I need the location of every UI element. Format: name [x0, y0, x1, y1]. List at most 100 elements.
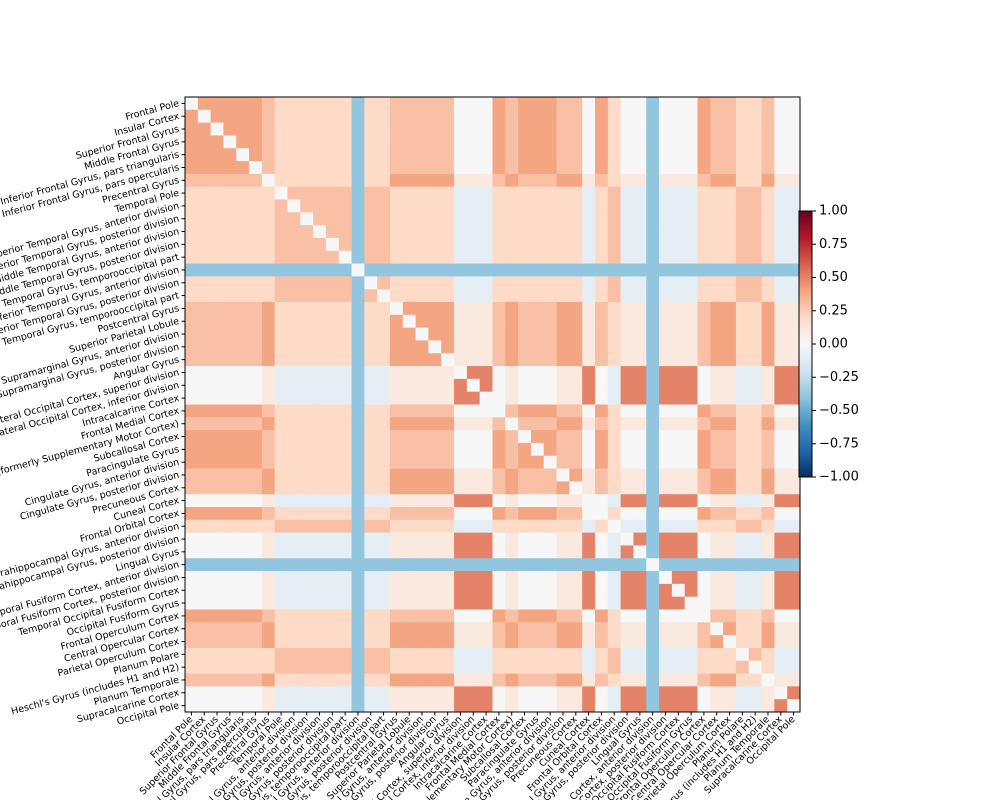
- cell: [518, 558, 532, 572]
- cell: [671, 237, 685, 252]
- cell: [325, 699, 340, 713]
- cell: [325, 404, 340, 418]
- cell: [249, 699, 263, 713]
- cell: [633, 673, 647, 687]
- cell: [390, 122, 404, 136]
- cell: [710, 148, 724, 162]
- cell: [518, 647, 532, 662]
- cell: [787, 494, 801, 508]
- cell: [390, 173, 404, 187]
- cell: [761, 135, 775, 149]
- cell: [249, 186, 263, 200]
- cell: [377, 314, 391, 328]
- cell: [390, 97, 404, 111]
- cell: [300, 699, 314, 713]
- cell: [338, 135, 352, 149]
- cell: [659, 532, 673, 546]
- cell: [325, 391, 340, 405]
- cell: [351, 455, 365, 469]
- cell: [415, 622, 429, 636]
- cell: [505, 442, 519, 457]
- cell: [735, 212, 750, 226]
- cell: [748, 135, 762, 149]
- cell: [787, 391, 801, 405]
- cell: [313, 660, 327, 674]
- cell: [492, 225, 506, 239]
- cell: [261, 109, 275, 123]
- cell: [479, 302, 493, 316]
- cell: [210, 122, 224, 136]
- cell: [261, 122, 275, 136]
- cell: [300, 468, 314, 482]
- cell: [556, 468, 570, 482]
- cell: [249, 366, 263, 380]
- cell: [595, 378, 609, 392]
- cell: [620, 699, 634, 713]
- cell: [338, 340, 352, 354]
- cell: [710, 468, 724, 482]
- cell: [646, 468, 660, 482]
- cell: [364, 250, 378, 264]
- cell: [325, 468, 340, 482]
- cell: [210, 673, 224, 687]
- cell: [723, 660, 737, 674]
- cell: [723, 699, 737, 713]
- cell: [428, 519, 442, 533]
- cell: [223, 314, 237, 328]
- cell: [787, 186, 801, 200]
- cell: [210, 596, 224, 610]
- cell: [300, 545, 314, 559]
- cell: [684, 699, 698, 713]
- cell: [659, 609, 673, 623]
- cell: [441, 148, 455, 162]
- cell: [671, 455, 685, 469]
- cell: [607, 122, 621, 136]
- cell: [274, 417, 288, 431]
- cell: [377, 404, 391, 418]
- cell: [505, 558, 519, 572]
- cell: [390, 353, 404, 367]
- cell: [223, 391, 237, 405]
- cell: [582, 263, 596, 277]
- cell: [595, 609, 609, 623]
- cell: [659, 378, 673, 392]
- cell: [518, 135, 532, 149]
- cell: [185, 417, 199, 431]
- cell: [364, 558, 378, 572]
- cell: [236, 366, 250, 380]
- cell: [261, 532, 275, 546]
- cell: [274, 468, 288, 482]
- cell: [479, 417, 493, 431]
- cell: [479, 699, 493, 713]
- cell: [364, 237, 378, 252]
- cell: [556, 622, 570, 636]
- cell: [415, 237, 429, 252]
- cell: [671, 340, 685, 354]
- cell: [479, 609, 493, 623]
- cell: [274, 186, 288, 200]
- cell: [441, 404, 455, 418]
- cell: [197, 340, 211, 354]
- cell: [210, 378, 224, 392]
- cell: [774, 673, 788, 687]
- cell: [428, 276, 442, 290]
- cell: [428, 289, 442, 303]
- cell: [633, 430, 647, 444]
- cell: [735, 340, 750, 354]
- cell: [505, 430, 519, 444]
- cell: [556, 276, 570, 290]
- cell: [710, 596, 724, 610]
- cell: [697, 199, 711, 213]
- cell: [390, 417, 404, 431]
- cell: [595, 686, 609, 700]
- cell: [518, 109, 532, 123]
- cell: [595, 583, 609, 597]
- cell: [364, 161, 378, 175]
- cell: [441, 263, 455, 277]
- cell: [505, 391, 519, 405]
- cell: [787, 609, 801, 623]
- cell: [479, 507, 493, 521]
- cell: [223, 686, 237, 700]
- cell: [735, 430, 750, 444]
- cell: [530, 302, 545, 316]
